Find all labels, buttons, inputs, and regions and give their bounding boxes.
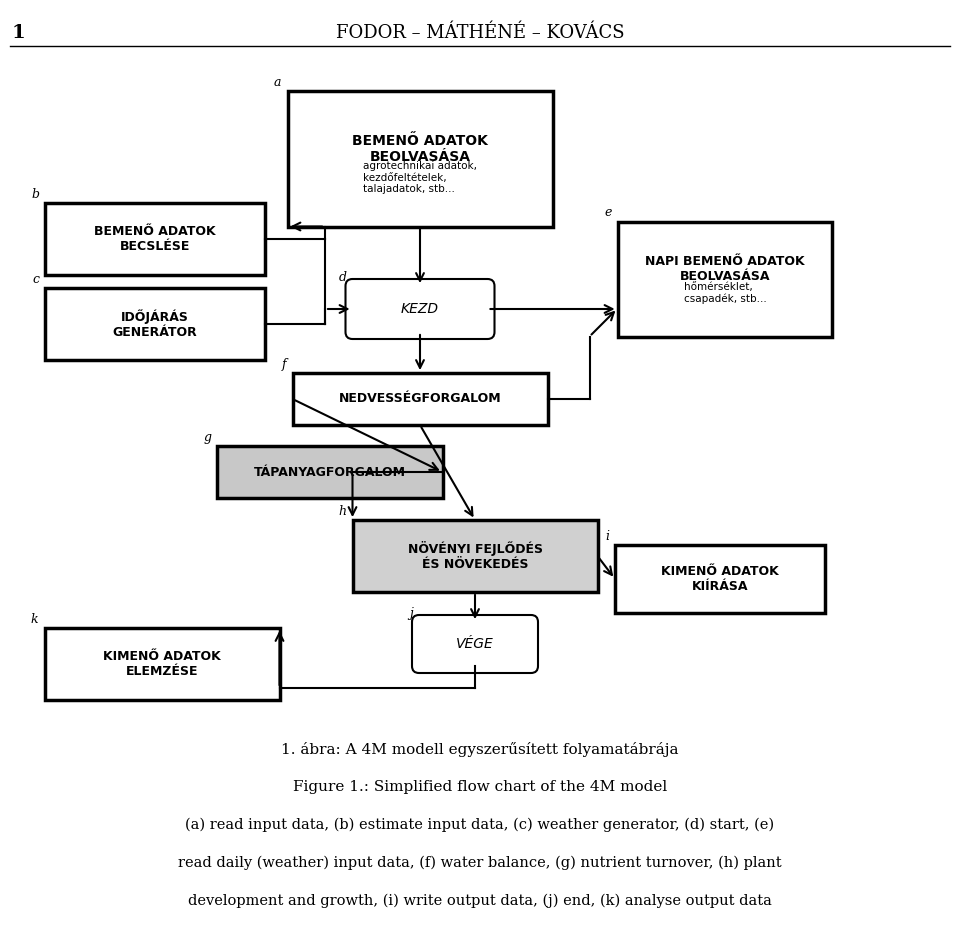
Text: a: a (274, 77, 281, 90)
FancyBboxPatch shape (45, 203, 265, 275)
Text: (a) read input data, (b) estimate input data, (c) weather generator, (d) start, : (a) read input data, (b) estimate input … (185, 818, 775, 832)
Text: j: j (409, 607, 413, 620)
Text: b: b (31, 188, 39, 201)
Text: c: c (32, 273, 39, 286)
FancyBboxPatch shape (412, 615, 538, 673)
Text: hőmérséklet,
csapadék, stb...: hőmérséklet, csapadék, stb... (684, 282, 766, 304)
Text: f: f (282, 358, 286, 371)
Text: TÁPANYAGFORGALOM: TÁPANYAGFORGALOM (254, 465, 406, 478)
Text: 1: 1 (12, 24, 26, 42)
FancyBboxPatch shape (287, 92, 553, 227)
Text: d: d (339, 271, 347, 284)
Text: 1. ábra: A 4M modell egyszerűsített folyamatábrája: 1. ábra: A 4M modell egyszerűsített foly… (281, 742, 679, 757)
FancyBboxPatch shape (45, 288, 265, 360)
FancyBboxPatch shape (218, 446, 443, 498)
Text: g: g (204, 431, 211, 444)
Text: BEMENŐ ADATOK
BEOLVASÁSA: BEMENŐ ADATOK BEOLVASÁSA (352, 134, 488, 164)
FancyBboxPatch shape (617, 221, 832, 336)
Text: agrotechnikai adatok,
kezdőfeltételek,
talajadatok, stb...: agrotechnikai adatok, kezdőfeltételek, t… (363, 162, 477, 194)
Text: NAPI BEMENŐ ADATOK
BEOLVASÁSA: NAPI BEMENŐ ADATOK BEOLVASÁSA (645, 255, 804, 283)
Text: NÖVÉNYI FEJLŐDÉS
ÉS NÖVEKEDÉS: NÖVÉNYI FEJLŐDÉS ÉS NÖVEKEDÉS (407, 541, 542, 571)
FancyBboxPatch shape (346, 279, 494, 339)
Text: e: e (604, 206, 612, 219)
Text: k: k (31, 613, 38, 626)
FancyBboxPatch shape (352, 520, 597, 592)
Text: development and growth, (i) write output data, (j) end, (k) analyse output data: development and growth, (i) write output… (188, 894, 772, 909)
FancyBboxPatch shape (44, 628, 279, 700)
FancyBboxPatch shape (615, 545, 825, 613)
Text: KIMENŐ ADATOK
ELEMZÉSE: KIMENŐ ADATOK ELEMZÉSE (103, 650, 221, 678)
Text: KEZD: KEZD (401, 302, 439, 316)
Text: read daily (weather) input data, (f) water balance, (g) nutrient turnover, (h) p: read daily (weather) input data, (f) wat… (179, 856, 781, 870)
Text: h: h (339, 505, 347, 518)
FancyBboxPatch shape (293, 373, 547, 425)
Text: VÉGE: VÉGE (456, 637, 493, 651)
Text: NEDVESSÉGFORGALOM: NEDVESSÉGFORGALOM (339, 392, 501, 405)
Text: i: i (605, 530, 609, 543)
Text: BEMENŐ ADATOK
BECSLÉSE: BEMENŐ ADATOK BECSLÉSE (94, 225, 216, 253)
Text: Figure 1.: Simplified flow chart of the 4M model: Figure 1.: Simplified flow chart of the … (293, 780, 667, 794)
Text: KIMENŐ ADATOK
KIÍRÁSA: KIMENŐ ADATOK KIÍRÁSA (661, 565, 779, 593)
Text: FODOR – MÁTHÉNÉ – KOVÁCS: FODOR – MÁTHÉNÉ – KOVÁCS (336, 24, 624, 42)
Text: IDŐJÁRÁS
GENERÁTOR: IDŐJÁRÁS GENERÁTOR (112, 309, 198, 339)
